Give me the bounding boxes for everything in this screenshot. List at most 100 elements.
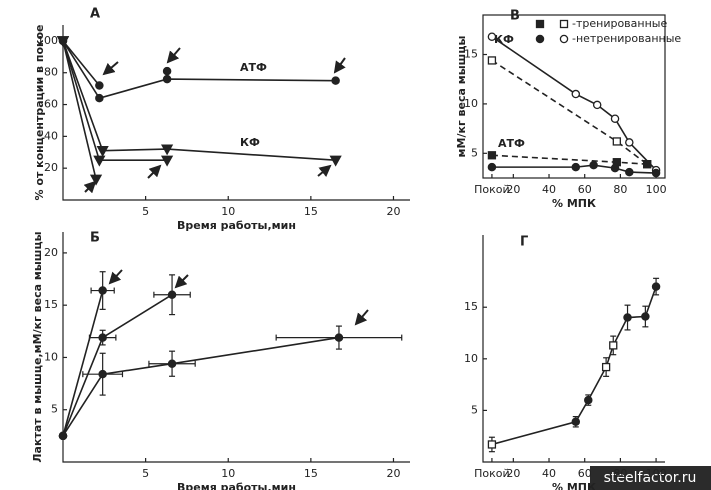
x-tick-label: 80 — [613, 467, 627, 480]
x-tick-label: 5 — [142, 467, 149, 480]
point — [162, 74, 172, 84]
x-tick-label: 40 — [542, 183, 556, 196]
line — [491, 154, 648, 165]
x-axis-label: % МПК — [552, 481, 596, 490]
axes — [62, 25, 410, 201]
point — [571, 162, 581, 172]
point — [487, 151, 497, 160]
point — [58, 431, 68, 441]
point — [162, 66, 172, 76]
plot-frame — [482, 14, 666, 179]
arrow — [333, 57, 346, 74]
point — [571, 417, 581, 427]
point — [612, 137, 621, 146]
x-tick-label: 15 — [304, 205, 318, 218]
y-tick-label: 20 — [44, 161, 58, 174]
x-tick-label: 100 — [646, 467, 667, 480]
x-tick-label: 40 — [542, 467, 556, 480]
y-tick-label: 10 — [44, 350, 58, 363]
watermark-bg — [590, 466, 711, 490]
point — [535, 19, 545, 29]
arrow — [83, 180, 97, 194]
x-tick-label: 10 — [221, 467, 235, 480]
y-tick-label: 20 — [44, 246, 58, 259]
y-tick-label: 80 — [44, 66, 58, 79]
point — [592, 100, 602, 110]
y-tick-label: 10 — [464, 352, 478, 365]
watermark: steelfactor.ru — [604, 470, 697, 486]
point — [89, 174, 103, 186]
x-axis-label: Время работы,мин — [177, 219, 296, 232]
point — [167, 359, 177, 368]
point — [610, 163, 620, 173]
y-axis-label: мМ/кг веса мышцы — [455, 35, 468, 157]
x-tick-label: 20 — [506, 183, 520, 196]
point — [559, 19, 569, 29]
annotation: КФ — [494, 33, 514, 46]
y-tick-label: 15 — [464, 48, 478, 61]
line — [491, 59, 648, 165]
y-axis-label: % от концентрации в покое — [33, 25, 46, 201]
point — [95, 93, 104, 103]
arrow — [102, 61, 119, 76]
point — [329, 155, 342, 167]
x-tick-label: 10 — [221, 205, 235, 218]
point — [625, 167, 634, 177]
line — [62, 40, 100, 86]
x-tick-label: 20 — [386, 467, 400, 480]
point — [98, 369, 107, 379]
x-tick-label: 60 — [578, 467, 592, 480]
line — [62, 40, 97, 180]
arrow — [317, 164, 332, 178]
point — [651, 168, 661, 178]
arrow — [108, 269, 123, 285]
point — [623, 313, 632, 322]
line — [62, 290, 104, 437]
point — [331, 76, 340, 85]
point — [334, 333, 344, 342]
line — [491, 36, 657, 171]
point — [98, 333, 107, 342]
line — [62, 294, 173, 437]
point — [584, 395, 593, 405]
x-tick-label: 5 — [142, 205, 149, 218]
point — [487, 440, 497, 449]
point — [95, 81, 104, 90]
annotation: АТФ — [498, 137, 525, 150]
panel-label: Б — [90, 231, 100, 246]
arrow — [174, 274, 189, 289]
y-tick-label: 5 — [51, 403, 58, 416]
x-tick-label: 80 — [613, 183, 627, 196]
x-tick-label: Покой — [474, 183, 510, 196]
y-tick-label: 40 — [44, 129, 58, 142]
axes — [62, 232, 410, 463]
point — [601, 362, 611, 372]
point — [651, 282, 661, 291]
arrow — [166, 47, 181, 64]
point — [160, 155, 174, 167]
x-axis-label: Время работы,мин — [177, 481, 296, 490]
annotation: АТФ — [240, 61, 267, 74]
y-tick-label: 15 — [44, 298, 58, 311]
point — [487, 32, 497, 41]
y-tick-label: 10 — [464, 97, 478, 110]
x-tick-label: 20 — [386, 205, 400, 218]
y-tick-label: 5 — [471, 146, 478, 159]
point — [98, 286, 107, 295]
legend-label: -тренированные — [572, 17, 667, 30]
x-tick-label: 100 — [646, 183, 667, 196]
panel-label: А — [90, 7, 100, 22]
x-tick-label: 15 — [304, 467, 318, 480]
line — [62, 40, 336, 162]
point — [589, 160, 598, 170]
x-tick-label: 60 — [578, 183, 592, 196]
x-axis-label: % МПК — [552, 197, 596, 210]
point — [56, 36, 70, 48]
legend-label: -нетренированные — [572, 32, 681, 45]
y-tick-label: 15 — [464, 300, 478, 313]
point — [96, 146, 109, 158]
point — [535, 34, 545, 44]
arrow — [147, 164, 162, 179]
point — [641, 312, 650, 321]
